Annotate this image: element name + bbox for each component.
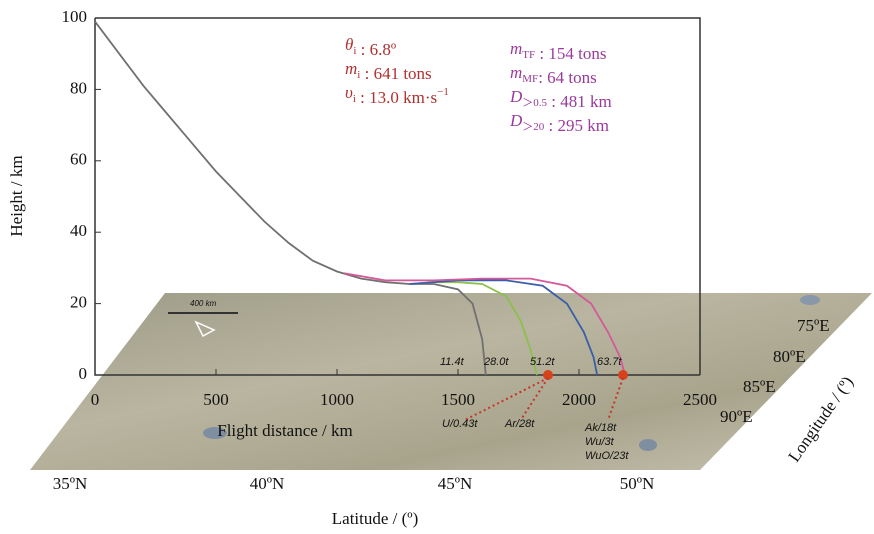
longitude-label: 75ºE: [797, 316, 830, 335]
latitude-label: 40ºN: [250, 474, 285, 493]
annotation-part: m: [510, 39, 522, 58]
y-tick-label: 0: [79, 364, 88, 383]
latitude-title: Latitude / (º): [332, 509, 418, 528]
map-lake: [639, 439, 657, 451]
y-tick-label: 80: [70, 78, 87, 97]
x-tick-label: 2500: [683, 390, 717, 409]
fragment-label: 28.0t: [483, 356, 509, 368]
longitude-title: Longitude / (º): [784, 373, 857, 466]
fragment-label: 11.4t: [440, 356, 465, 368]
annotation-part: : 64 tons: [538, 68, 597, 87]
annotation-part: i: [353, 93, 356, 105]
map-lake: [203, 427, 227, 439]
trajectory-line: [409, 279, 599, 376]
annotation-part: ＞0.5: [522, 97, 547, 109]
x-tick-label: 0: [91, 390, 100, 409]
map-label: Ak/18t: [584, 422, 617, 434]
annotation-part: : 13.0 km·s: [356, 88, 437, 107]
annotation-part: −1: [437, 86, 449, 98]
x-axis-title: Flight distance / km: [217, 421, 353, 440]
map-label: U/0.43t: [442, 418, 478, 430]
annotation-part: D: [509, 111, 523, 130]
annotation-part: : 295 km: [544, 116, 609, 135]
longitude-label: 80ºE: [773, 347, 806, 366]
annotation: mMF: 64 tons: [510, 63, 597, 87]
annotation-part: i: [353, 45, 356, 57]
y-axis-title: Height / km: [7, 155, 26, 236]
annotation-part: : 6.8º: [356, 40, 396, 59]
x-tick-label: 2000: [562, 390, 596, 409]
latitude-label: 35ºN: [53, 474, 88, 493]
x-tick-label: 500: [203, 390, 229, 409]
y-tick-label: 60: [70, 150, 87, 169]
trajectory-line: [94, 21, 487, 376]
annotation-part: D: [509, 87, 523, 106]
north-arrow: [194, 320, 216, 338]
annotation-part: θ: [345, 35, 353, 54]
annotation: θi : 6.8º: [345, 35, 396, 59]
annotation: υi : 13.0 km·s−1: [345, 83, 449, 107]
longitude-label: 85ºE: [743, 377, 776, 396]
map-lake: [800, 295, 820, 305]
map-label: Wu/3t: [585, 436, 615, 448]
impact-point: [618, 370, 628, 380]
impact-leader: [464, 377, 624, 421]
fragment-label: 63.7t: [597, 356, 622, 368]
impact-point: [543, 370, 553, 380]
map-label: WuO/23t: [585, 450, 629, 462]
y-tick-label: 20: [70, 293, 87, 312]
x-tick-label: 1000: [320, 390, 354, 409]
map-plane: [30, 293, 872, 470]
annotation: D＞20 : 295 km: [509, 111, 609, 135]
annotation-part: TF: [522, 49, 535, 61]
scale-label: 400 km: [190, 299, 217, 308]
annotation-part: ＞20: [522, 121, 544, 133]
annotation-part: MF: [522, 73, 538, 85]
y-tick-label: 40: [70, 221, 87, 240]
latitude-label: 45ºN: [438, 474, 473, 493]
trajectory-line: [344, 272, 626, 376]
annotation-part: m: [345, 59, 357, 78]
annotation: D＞0.5 : 481 km: [509, 87, 612, 111]
annotation-part: m: [510, 63, 522, 82]
annotation: mTF : 154 tons: [510, 39, 606, 63]
annotation-part: υ: [345, 83, 353, 102]
annotation-part: i: [357, 69, 360, 81]
map-label: Ar/28t: [504, 418, 535, 430]
fragment-label: 51.2t: [530, 356, 555, 368]
latitude-label: 50ºN: [620, 474, 655, 493]
annotation-part: : 641 tons: [360, 64, 431, 83]
annotation: mi : 641 tons: [345, 59, 432, 83]
y-tick-label: 100: [62, 7, 88, 26]
x-tick-label: 1500: [441, 390, 475, 409]
annotation-part: : 154 tons: [535, 44, 606, 63]
longitude-label: 90ºE: [720, 407, 753, 426]
annotation-part: : 481 km: [547, 92, 612, 111]
